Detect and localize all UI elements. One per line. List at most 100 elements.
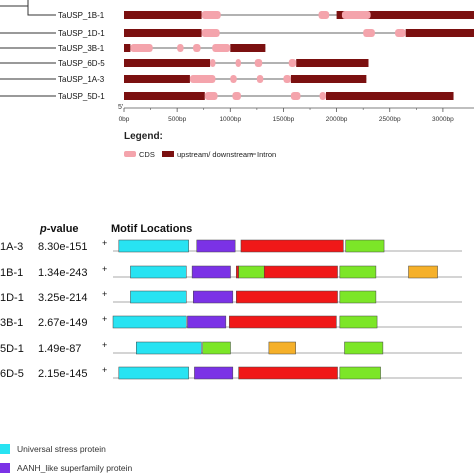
motif-legend-swatch [0, 463, 10, 473]
utr-block [124, 11, 202, 19]
motif-pvalue: 2.15e-145 [38, 368, 88, 380]
gene-row: TaUSP_5D-1 [58, 92, 454, 101]
cds-block [201, 29, 220, 37]
motif-row-label: 6D-5 [0, 368, 24, 380]
tree-branch-top [0, 5, 56, 16]
gene-row: TaUSP_6D-5 [58, 59, 369, 68]
gene-rows: TaUSP_1B-1 TaUSP_1D-1 TaUSP_3B-1 TaUSP_6D-5… [58, 11, 474, 101]
gene-name: TaUSP_1A-3 [58, 75, 105, 84]
motif-row-label: 3B-1 [0, 317, 23, 329]
motif-block [202, 341, 231, 355]
motif-block [339, 366, 381, 380]
gene-name: TaUSP_5D-1 [58, 92, 105, 101]
motif-rows: 1A-3 8.30e-151 +1B-1 1.34e-243 +1D-1 3.25e-21… [0, 238, 462, 380]
motif-block [187, 315, 227, 329]
utr-block [325, 92, 454, 100]
cds-block [254, 59, 263, 67]
motif-block [194, 366, 234, 380]
cds-block [319, 92, 326, 100]
cds-block [256, 75, 264, 83]
utr-block [124, 44, 131, 52]
gene-name: TaUSP_6D-5 [58, 59, 105, 68]
cds-block [212, 44, 231, 52]
cds-block [230, 75, 237, 83]
motif-block [196, 239, 236, 253]
motif-pvalue: 2.67e-149 [38, 317, 88, 329]
motif-block [408, 265, 438, 279]
motif-locations-header: Motif Locations [111, 223, 192, 235]
motif-block [238, 366, 338, 380]
utr-block [230, 44, 266, 52]
utr-block [296, 59, 369, 67]
axis-tick-label: 500bp [168, 116, 186, 123]
gene-name: TaUSP_1D-1 [58, 29, 105, 38]
motif-block [118, 239, 189, 253]
motif-pvalue: 1.34e-243 [38, 267, 88, 279]
cds-block [341, 11, 371, 19]
motif-legend-label: Universal stress protein [17, 444, 106, 454]
utr-block [336, 11, 474, 19]
axis-tick-label: 0bp [119, 116, 130, 123]
motif-block [112, 315, 187, 329]
gene-row: TaUSP_1D-1 [58, 29, 474, 38]
cds-block [130, 44, 153, 52]
strand-sign: + [102, 340, 107, 350]
cds-block [318, 11, 330, 19]
motif-row-label: 1A-3 [0, 241, 23, 253]
motif-block [344, 341, 384, 355]
legend-utr-label: upstream/ downstream [177, 150, 253, 159]
motif-legend: Universal stress protein AANH_like superf… [0, 444, 133, 473]
five-prime-label: 5' [118, 104, 123, 111]
strand-sign: + [102, 238, 107, 248]
motif-row: 5D-1 1.49e-87 + [0, 340, 462, 355]
legend-intron-label: Intron [257, 150, 276, 159]
motif-row: 1B-1 1.34e-243 + [0, 264, 462, 279]
motif-block [339, 315, 378, 329]
utr-block [124, 59, 211, 67]
motif-block [339, 265, 377, 279]
strand-sign: + [102, 365, 107, 375]
axis-tick-label: 1500bp [273, 116, 295, 123]
motif-block [345, 239, 385, 253]
motif-block [193, 290, 234, 304]
motif-block [263, 265, 338, 279]
motif-pvalue: 3.25e-214 [38, 292, 88, 304]
motif-row: 3B-1 2.67e-149 + [0, 314, 462, 329]
gene-legend: Legend: CDS upstream/ downstream Intron [124, 131, 276, 159]
legend-cds-label: CDS [139, 150, 155, 159]
pvalue-header-p: p [39, 223, 47, 235]
motif-legend-swatch [0, 444, 10, 454]
axis-tick-label: 3000bp [432, 116, 454, 123]
motif-block [130, 290, 187, 304]
motif-block [118, 366, 189, 380]
cds-block [204, 92, 218, 100]
motif-pvalue: 8.30e-151 [38, 241, 88, 253]
cds-block [395, 29, 406, 37]
legend-title: Legend: [124, 131, 163, 142]
cds-block [363, 29, 375, 37]
axis-tick-label: 2500bp [379, 116, 401, 123]
pvalue-header: p-value [39, 223, 79, 235]
motif-row: 1A-3 8.30e-151 + [0, 238, 462, 253]
axis-tick-label: 2000bp [326, 116, 348, 123]
phylogenetic-tree [0, 0, 56, 97]
cds-block [189, 75, 216, 83]
cds-block [290, 92, 301, 100]
motif-row: 6D-5 2.15e-145 + [0, 365, 462, 380]
strand-sign: + [102, 289, 107, 299]
utr-block [290, 75, 367, 83]
motif-block [130, 265, 187, 279]
motif-pvalue: 1.49e-87 [38, 343, 81, 355]
motif-block [136, 341, 202, 355]
gene-name: TaUSP_1B-1 [58, 11, 105, 20]
cds-block [177, 44, 184, 52]
utr-block [405, 29, 474, 37]
utr-block [124, 92, 205, 100]
cds-block [288, 59, 297, 67]
utr-block [124, 75, 190, 83]
legend-cds-swatch [124, 151, 136, 157]
legend-utr-swatch [162, 151, 174, 157]
motif-block [339, 290, 377, 304]
motif-row: 1D-1 3.25e-214 + [0, 289, 462, 304]
